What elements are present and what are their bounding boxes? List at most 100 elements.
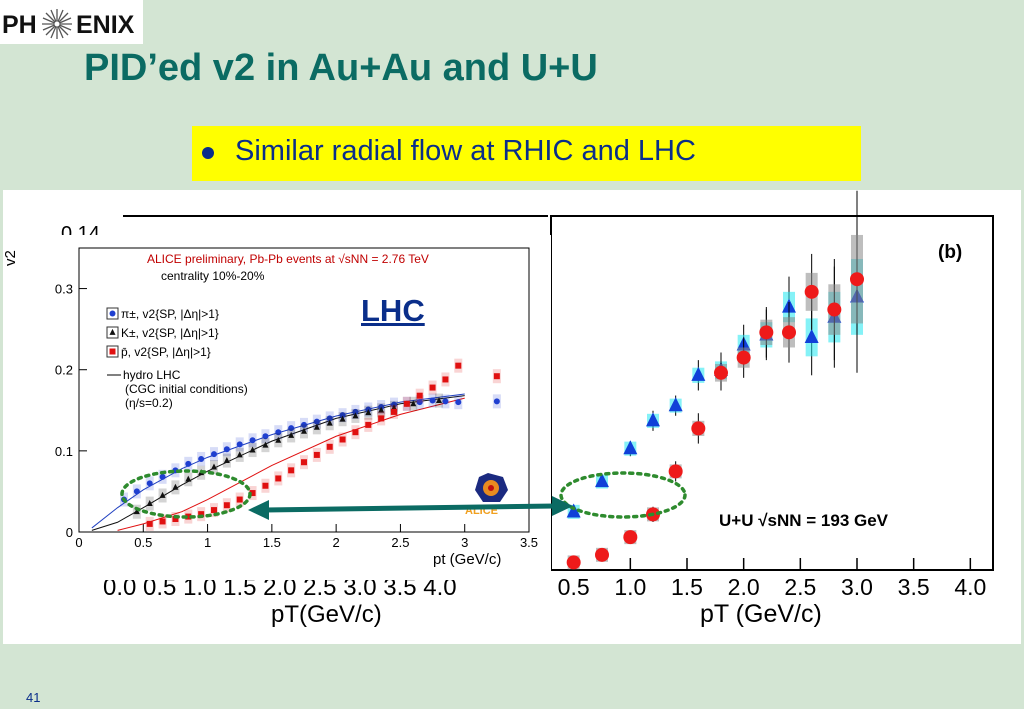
alice-x-tick-label: 2 xyxy=(333,535,340,550)
alice-data-point xyxy=(442,398,449,405)
uu-x-tick-label: 1.5 xyxy=(671,574,703,600)
alice-data-point xyxy=(172,483,179,490)
bullet-text: Similar radial flow at RHIC and LHC xyxy=(235,135,696,167)
uu-data-point xyxy=(566,555,581,570)
alice-legend-marker xyxy=(109,348,116,355)
alice-data-point xyxy=(288,467,295,474)
uu-x-ticks: 0.5 1.0 1.5 2.0 2.5 3.0 3.5 4.0 xyxy=(558,558,986,600)
alice-markers xyxy=(120,358,501,531)
alice-inset-bg xyxy=(55,235,551,580)
uu-panel-label: (b) xyxy=(938,242,962,263)
uu-data-point xyxy=(595,473,609,488)
uu-data-point xyxy=(566,503,581,518)
uu-chart: (b) U+U √sNN = 193 GeV pT (GeV/c) 0.5 1.0… xyxy=(550,190,994,628)
alice-data-point xyxy=(365,409,372,416)
uu-energy-annotation: U+U √sNN = 193 GeV xyxy=(719,511,889,530)
alice-data-point xyxy=(198,455,205,462)
alice-data-point xyxy=(146,500,153,506)
uu-x-tick-label: 0.5 xyxy=(558,574,590,600)
alice-data-point xyxy=(326,415,333,422)
alice-legend-label: π±, v2{SP, |Δη|>1} xyxy=(121,307,219,321)
alice-x-tick-label: 0 xyxy=(75,535,82,550)
alice-centrality: centrality 10%-20% xyxy=(161,269,265,283)
uu-x-tick-label: 1.0 xyxy=(614,574,646,600)
alice-data-point xyxy=(185,475,192,482)
phenix-logo: PH ENIX xyxy=(0,0,143,44)
alice-data-point xyxy=(403,400,410,407)
uu-data-point xyxy=(827,302,842,317)
alice-data-point xyxy=(313,423,320,430)
alice-data-point xyxy=(275,475,282,482)
alice-ticks: 0 0.5 1 1.5 2 2.5 3 3.5 0 0.1 0.2 0.3 xyxy=(55,282,538,550)
alice-data-point xyxy=(159,473,166,480)
alice-data-point xyxy=(455,362,462,369)
alice-data-point xyxy=(378,406,385,413)
uu-low-pt-highlight xyxy=(559,471,687,519)
alice-legend-hydro-text: hydro LHC xyxy=(123,368,181,382)
figure-svg: 0.14 0.0 0.5 1.0 1.5 2.0 2.5 3.0 3.5 4.0… xyxy=(3,190,994,628)
uu-data-point xyxy=(850,272,864,287)
alice-data-point xyxy=(249,437,256,444)
alice-data-point xyxy=(339,436,346,443)
uu-x-tick-label: 2.0 xyxy=(728,574,760,600)
alice-data-point xyxy=(313,451,320,458)
phoenix-burst-icon xyxy=(42,9,72,39)
alice-data-point xyxy=(301,421,307,428)
alice-data-point xyxy=(275,436,282,443)
alice-y-tick-label: 0 xyxy=(66,525,73,540)
lhc-label: LHC xyxy=(361,293,425,328)
logo-text-right: ENIX xyxy=(76,11,135,39)
alice-x-tick-label: 3.5 xyxy=(520,535,538,550)
alice-data-point xyxy=(352,408,359,415)
alice-data-point xyxy=(223,446,230,453)
uu-x-tick-label: 4.0 xyxy=(954,574,986,600)
uu-x-tick-label: 2.5 xyxy=(784,574,816,600)
uu-data-point xyxy=(804,328,819,343)
alice-data-point xyxy=(262,482,269,489)
alice-data-point xyxy=(159,518,166,525)
alice-legend-hydro-text: (η/s=0.2) xyxy=(125,396,173,410)
uu-data-point xyxy=(804,284,819,299)
alice-legend-hydro-text: (CGC initial conditions) xyxy=(125,382,248,396)
uu-data-point xyxy=(691,421,706,436)
alice-data-point xyxy=(288,431,295,438)
alice-data-point xyxy=(301,427,307,434)
alice-data-point xyxy=(146,480,153,487)
alice-legend: π±, v2{SP, |Δη|>1} K±, v2{SP, |Δη|>1} p̄, … xyxy=(106,307,248,410)
alice-data-point xyxy=(236,441,243,448)
alice-data-point xyxy=(275,429,282,436)
alice-title: ALICE preliminary, Pb-Pb events at √sNN … xyxy=(147,252,429,266)
alice-data-point xyxy=(211,507,217,514)
alice-data-point xyxy=(133,488,140,495)
alice-x-tick-label: 1.5 xyxy=(263,535,281,550)
alice-data-point xyxy=(159,491,166,498)
alice-y-tick-label: 0.2 xyxy=(55,363,73,378)
alice-data-point xyxy=(172,516,179,523)
alice-data-point xyxy=(223,456,230,463)
background-x-label: pT(GeV/c) xyxy=(271,601,382,628)
alice-data-point xyxy=(236,496,243,503)
alice-legend-box xyxy=(106,326,119,339)
bullet-highlight: Similar radial flow at RHIC and LHC xyxy=(192,126,861,181)
alice-data-point xyxy=(249,446,256,453)
alice-data-point xyxy=(410,400,417,407)
alice-data-point xyxy=(146,520,153,527)
alice-y-tick-label: 0.3 xyxy=(55,282,73,297)
alice-logo: ALICE xyxy=(465,473,508,517)
alice-data-point xyxy=(262,433,269,440)
figure-panel: 0.14 0.0 0.5 1.0 1.5 2.0 2.5 3.0 3.5 4.0… xyxy=(3,190,1021,644)
slide-title: PID’ed v2 in Au+Au and U+U xyxy=(84,47,598,89)
alice-data-point xyxy=(288,425,295,432)
uu-data-point xyxy=(623,530,638,545)
uu-x-label: pT (GeV/c) xyxy=(700,600,822,628)
alice-data-point xyxy=(339,415,346,422)
alice-legend-marker xyxy=(109,310,116,317)
uu-frame xyxy=(550,215,994,571)
uu-data-point xyxy=(668,464,683,479)
uu-data-point xyxy=(595,547,609,562)
uu-data-point xyxy=(691,366,706,381)
alice-data-point xyxy=(429,397,436,404)
alice-data-point xyxy=(391,404,397,411)
alice-legend-box xyxy=(106,345,119,358)
alice-legend-label: p̄, v2{SP, |Δη|>1} xyxy=(121,345,211,359)
